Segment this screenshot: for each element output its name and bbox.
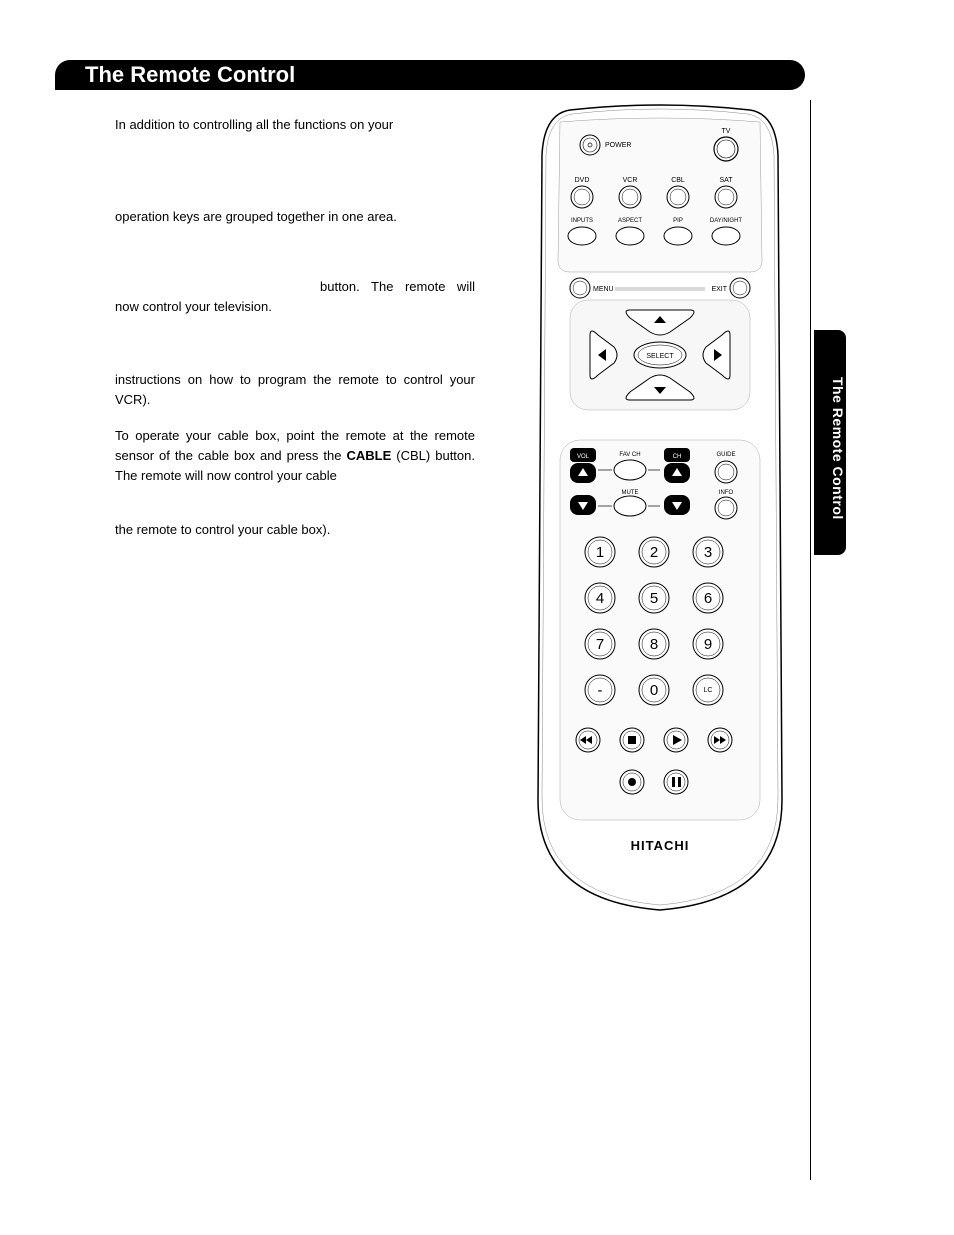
aspect-label: ASPECT bbox=[618, 218, 642, 224]
paragraph-gap-2 bbox=[115, 243, 475, 261]
power-label: POWER bbox=[605, 142, 631, 149]
paragraph-5-bold: CABLE bbox=[347, 448, 392, 463]
dvd-button[interactable] bbox=[571, 186, 593, 208]
side-tab: The Remote Control bbox=[814, 330, 846, 555]
paragraph-6: the remote to control your cable box). bbox=[115, 520, 475, 540]
dash-label: - bbox=[598, 682, 603, 699]
paragraph-1: In addition to controlling all the funct… bbox=[115, 115, 475, 135]
paragraph-gap-1 bbox=[115, 151, 475, 191]
exit-label: EXIT bbox=[711, 286, 727, 293]
paragraph-gap-5 bbox=[115, 502, 475, 504]
num-6-label: 6 bbox=[704, 590, 712, 607]
paragraph-3: button. The remote will now control your… bbox=[115, 277, 475, 317]
tv-label: TV bbox=[722, 128, 731, 135]
side-tab-label: The Remote Control bbox=[830, 377, 846, 520]
mute-label: MUTE bbox=[622, 490, 639, 496]
info-label: INFO bbox=[719, 490, 734, 496]
pip-button[interactable] bbox=[664, 227, 692, 245]
paragraph-3-text: button. The remote will now control your… bbox=[115, 279, 475, 314]
cbl-button[interactable] bbox=[667, 186, 689, 208]
daynight-label: DAY/NIGHT bbox=[710, 218, 743, 224]
num-4-label: 4 bbox=[596, 590, 604, 607]
select-label: SELECT bbox=[646, 353, 674, 360]
favch-label: FAV CH bbox=[619, 452, 640, 458]
dvd-label: DVD bbox=[575, 177, 590, 184]
section-title: The Remote Control bbox=[85, 62, 295, 87]
pip-label: PIP bbox=[673, 218, 683, 224]
num-2-label: 2 bbox=[650, 544, 658, 561]
tv-button[interactable] bbox=[714, 137, 738, 161]
num-5-label: 5 bbox=[650, 590, 658, 607]
menu-label: MENU bbox=[593, 286, 614, 293]
record-icon bbox=[628, 778, 636, 786]
paragraph-4: instructions on how to program the remot… bbox=[115, 370, 475, 410]
guide-button[interactable] bbox=[715, 461, 737, 483]
sat-button[interactable] bbox=[715, 186, 737, 208]
info-button[interactable] bbox=[715, 497, 737, 519]
num-8-label: 8 bbox=[650, 636, 658, 653]
vertical-rule bbox=[810, 100, 811, 1180]
guide-label: GUIDE bbox=[716, 452, 735, 458]
favch-button[interactable] bbox=[614, 460, 646, 480]
num-7-label: 7 bbox=[596, 636, 604, 653]
inputs-button[interactable] bbox=[568, 227, 596, 245]
brand-label: HITACHI bbox=[631, 838, 690, 853]
mute-button[interactable] bbox=[614, 496, 646, 516]
num-3-label: 3 bbox=[704, 544, 712, 561]
vol-label: VOL bbox=[577, 454, 590, 460]
sat-label: SAT bbox=[719, 177, 733, 184]
daynight-button[interactable] bbox=[712, 227, 740, 245]
num-9-label: 9 bbox=[704, 636, 712, 653]
paragraph-gap-3 bbox=[115, 334, 475, 354]
stop-icon bbox=[628, 736, 636, 744]
aspect-button[interactable] bbox=[616, 227, 644, 245]
vcr-button[interactable] bbox=[619, 186, 641, 208]
ch-label: CH bbox=[673, 454, 682, 460]
inputs-label: INPUTS bbox=[571, 218, 593, 224]
remote-illustration: POWER TV DVD VCR CBL SAT INPUTS ASPECT P… bbox=[530, 100, 790, 925]
paragraph-5: To operate your cable box, point the rem… bbox=[115, 426, 475, 486]
cbl-label: CBL bbox=[671, 177, 685, 184]
num-1-label: 1 bbox=[596, 544, 604, 561]
num-0-label: 0 bbox=[650, 682, 658, 699]
section-title-bar: The Remote Control bbox=[55, 60, 805, 90]
vcr-label: VCR bbox=[623, 177, 638, 184]
pause-icon bbox=[678, 777, 681, 787]
pause-button[interactable] bbox=[664, 770, 688, 794]
body-text: In addition to controlling all the funct… bbox=[115, 115, 475, 556]
lc-label: LC bbox=[704, 687, 713, 694]
paragraph-2: operation keys are grouped together in o… bbox=[115, 207, 475, 227]
